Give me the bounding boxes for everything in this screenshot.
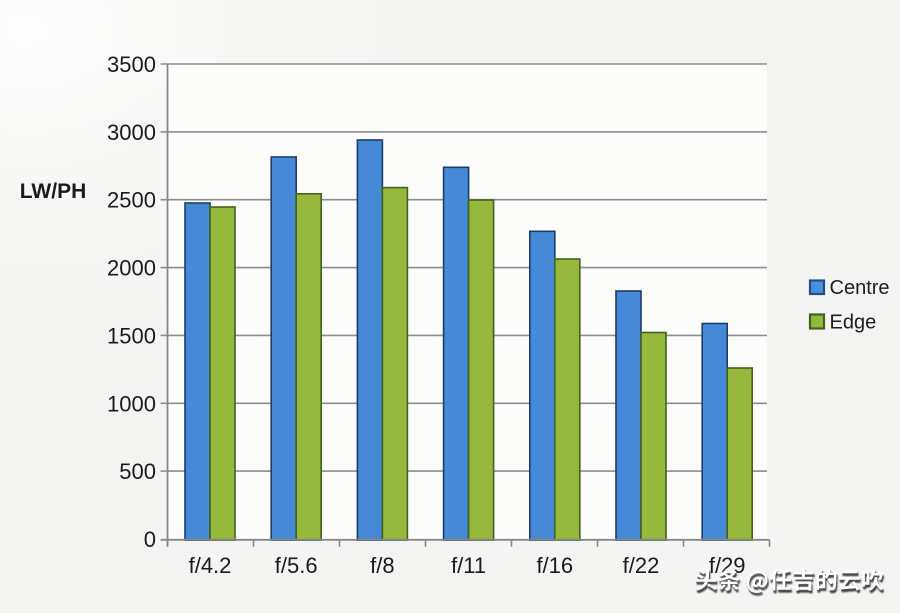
svg-text:3000: 3000	[107, 120, 156, 145]
svg-text:1500: 1500	[107, 323, 156, 348]
svg-text:LW/PH: LW/PH	[20, 180, 87, 203]
svg-text:f/16: f/16	[536, 553, 573, 578]
svg-text:500: 500	[119, 459, 156, 484]
svg-text:f/5.6: f/5.6	[275, 553, 318, 578]
svg-text:f/22: f/22	[623, 553, 660, 578]
svg-text:1000: 1000	[107, 391, 156, 416]
svg-text:f/11: f/11	[451, 553, 486, 578]
svg-text:Edge: Edge	[830, 312, 877, 334]
svg-text:f/8: f/8	[370, 553, 394, 578]
svg-text:2000: 2000	[107, 256, 156, 281]
svg-text:2500: 2500	[107, 188, 156, 213]
svg-text:3500: 3500	[107, 52, 156, 77]
svg-text:f/4.2: f/4.2	[189, 553, 232, 578]
svg-text:0: 0	[144, 527, 156, 552]
svg-text:Centre: Centre	[830, 277, 890, 299]
